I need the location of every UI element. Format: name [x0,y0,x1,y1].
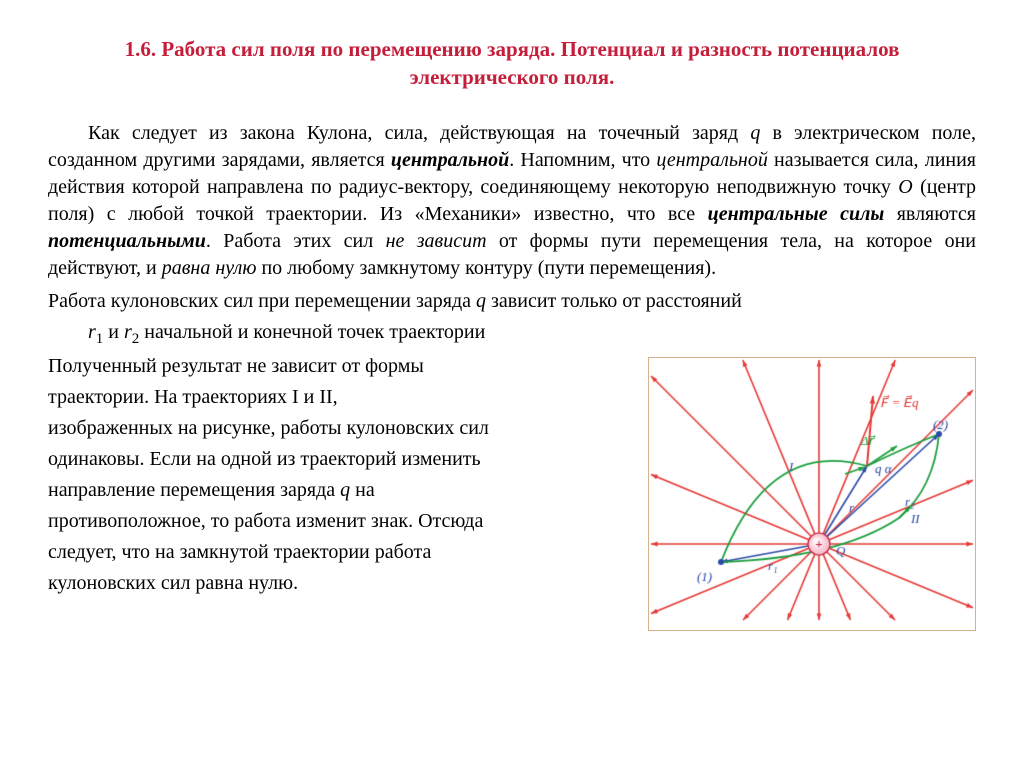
var-q: q [476,290,486,312]
p2-text: Работа кулоновских сил при перемещении з… [48,290,476,312]
term-central-forces: центральные силы [708,203,885,225]
var-q: q [340,479,350,501]
diagram-canvas [649,358,975,622]
term-central-it: центральной [656,149,767,171]
term-potential: потенциальными [48,230,206,252]
p1-text: . Работа этих сил [206,230,386,252]
var-r1: r [88,321,96,343]
wrap-block: Полученный результат не зависит от формы… [48,353,976,631]
p7-b: на [350,479,375,501]
p1-text: являются [884,203,976,225]
term-not-depend: не зависит [386,230,487,252]
paragraph-2b: r1 и r2 начальной и конечной точек траек… [48,319,976,349]
p2-text: начальной и конечной точек траектории [139,321,485,343]
p7-a: направление перемещения заряда [48,479,340,501]
term-central: центральной [391,149,509,171]
term-equal-zero: равна нулю [162,257,257,279]
paragraph-1: Как следует из закона Кулона, сила, дейс… [48,120,976,282]
point-O: О [898,176,912,198]
p1-text: по любому замкнутому контуру (пути перем… [256,257,716,279]
p2-and: и [103,321,124,343]
p2-text: зависит только от расстояний [486,290,742,312]
paragraph-2: Работа кулоновских сил при перемещении з… [48,288,976,315]
p1-text: Как следует из закона Кулона, сила, дейс… [88,122,750,144]
field-diagram [648,357,976,631]
var-q: q [750,122,760,144]
p1-text: . Напомним, что [509,149,656,171]
var-r2: r [124,321,132,343]
section-title: 1.6. Работа сил поля по перемещению заря… [48,35,976,92]
